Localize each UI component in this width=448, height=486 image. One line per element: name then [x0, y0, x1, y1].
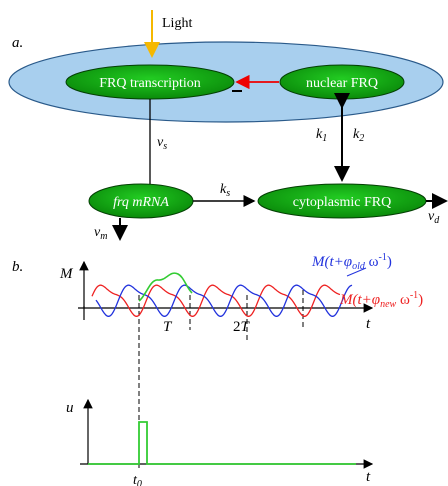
tick-T: T	[163, 319, 173, 335]
pulse-signal	[88, 421, 356, 465]
old-curve-label: M(t+φold ω-1)	[311, 252, 392, 272]
curve-m-new	[91, 284, 341, 317]
tick-2T: 2T	[233, 319, 251, 335]
new-curve-label: M(t+φnew ω-1)	[339, 290, 423, 310]
panel-a-letter: a.	[12, 35, 23, 51]
u-axis-label: u	[66, 400, 74, 416]
old-label-leader	[346, 267, 367, 277]
panel-b-letter: b.	[12, 259, 23, 275]
curve-phase-shift	[138, 272, 193, 302]
node-cytoplasmic-frq: cytoplasmic FRQ	[257, 183, 427, 219]
k1-label: k1	[316, 127, 327, 144]
ks-label: ks	[220, 182, 230, 199]
node-nuclear-frq: nuclear FRQ	[279, 64, 405, 100]
t-axis-label-upper: t	[366, 316, 371, 332]
node-frq-mrna-label: frq mRNA	[113, 195, 169, 210]
node-frq-transcription-label: FRQ transcription	[99, 76, 201, 91]
t0-label: t0	[133, 473, 142, 486]
vd-label: vd	[428, 209, 440, 226]
node-frq-mrna: frq mRNA	[88, 183, 194, 219]
vm-label: vm	[94, 225, 107, 242]
node-nuclear-frq-label: nuclear FRQ	[306, 76, 378, 91]
m-axis-label: M	[59, 266, 74, 282]
t-axis-label-lower: t	[366, 469, 371, 485]
node-cytoplasmic-frq-label: cytoplasmic FRQ	[293, 195, 391, 210]
vs-label: vs	[157, 135, 167, 152]
node-frq-transcription: FRQ transcription	[65, 64, 235, 100]
k2-label: k2	[353, 127, 364, 144]
curve-m-old	[95, 284, 353, 317]
light-label: Light	[162, 16, 192, 31]
